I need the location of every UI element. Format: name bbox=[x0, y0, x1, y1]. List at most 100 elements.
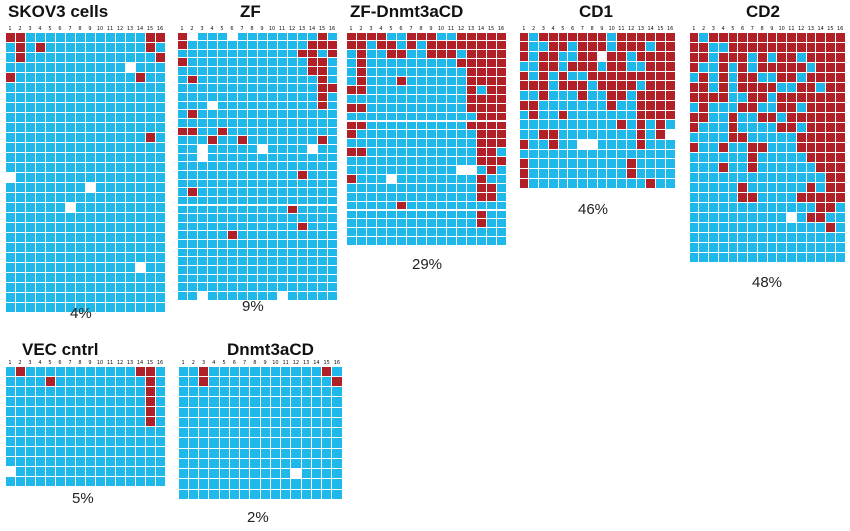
unmethylated-cpg-cell bbox=[177, 205, 187, 214]
unmethylated-cpg-cell bbox=[25, 112, 35, 122]
unmethylated-cpg-cell bbox=[55, 406, 65, 416]
unmethylated-cpg-cell bbox=[436, 174, 446, 183]
unmethylated-cpg-cell bbox=[75, 436, 85, 446]
methylated-cpg-cell bbox=[826, 152, 835, 162]
unmethylated-cpg-cell bbox=[277, 75, 287, 84]
methylated-cpg-cell bbox=[617, 61, 626, 71]
unmethylated-cpg-cell bbox=[548, 71, 558, 81]
unmethylated-cpg-cell bbox=[787, 132, 796, 142]
unmethylated-cpg-cell bbox=[297, 41, 307, 49]
unmethylated-cpg-cell bbox=[15, 182, 25, 192]
methylated-cpg-cell bbox=[307, 41, 317, 49]
unmethylated-cpg-cell bbox=[65, 162, 75, 172]
methylated-cpg-cell bbox=[578, 81, 587, 90]
unmethylated-cpg-cell bbox=[55, 456, 65, 466]
unmethylated-cpg-cell bbox=[65, 122, 75, 132]
unmethylated-cpg-cell bbox=[15, 72, 25, 82]
unmethylated-cpg-cell bbox=[291, 438, 301, 448]
unmethylated-cpg-cell bbox=[456, 50, 466, 59]
unmethylated-cpg-cell bbox=[297, 240, 307, 248]
unmethylated-cpg-cell bbox=[227, 84, 237, 93]
unmethylated-cpg-cell bbox=[227, 240, 237, 248]
methylated-cpg-cell bbox=[826, 102, 835, 112]
methylated-cpg-cell bbox=[539, 61, 548, 71]
unmethylated-cpg-cell bbox=[145, 92, 155, 102]
unmethylated-cpg-cell bbox=[187, 266, 197, 274]
unmethylated-cpg-cell bbox=[386, 219, 396, 228]
unmethylated-cpg-cell bbox=[835, 202, 845, 212]
unmethylated-cpg-cell bbox=[356, 219, 366, 228]
unmethylated-cpg-cell bbox=[568, 71, 577, 81]
methylated-cpg-cell bbox=[826, 182, 835, 192]
unmethylated-cpg-cell bbox=[209, 387, 219, 397]
missing-cpg-cell bbox=[227, 32, 237, 41]
unmethylated-cpg-cell bbox=[247, 93, 257, 101]
unmethylated-cpg-cell bbox=[95, 192, 105, 202]
unmethylated-cpg-cell bbox=[416, 174, 426, 183]
unmethylated-cpg-cell bbox=[247, 292, 257, 300]
unmethylated-cpg-cell bbox=[787, 252, 796, 262]
methylated-cpg-cell bbox=[787, 102, 796, 112]
methylated-cpg-cell bbox=[806, 112, 816, 122]
unmethylated-cpg-cell bbox=[95, 272, 105, 282]
unmethylated-cpg-cell bbox=[709, 242, 718, 252]
unmethylated-cpg-cell bbox=[197, 110, 207, 118]
methylated-cpg-cell bbox=[757, 92, 767, 102]
unmethylated-cpg-cell bbox=[35, 386, 45, 396]
column-number: 15 bbox=[657, 26, 664, 32]
unmethylated-cpg-cell bbox=[519, 149, 529, 159]
unmethylated-cpg-cell bbox=[250, 387, 260, 397]
unmethylated-cpg-cell bbox=[155, 102, 165, 112]
unmethylated-cpg-cell bbox=[568, 42, 577, 51]
unmethylated-cpg-cell bbox=[115, 456, 125, 466]
unmethylated-cpg-cell bbox=[406, 59, 416, 68]
unmethylated-cpg-cell bbox=[115, 292, 125, 302]
unmethylated-cpg-cell bbox=[311, 489, 321, 499]
unmethylated-cpg-cell bbox=[376, 121, 386, 130]
unmethylated-cpg-cell bbox=[277, 101, 287, 110]
unmethylated-cpg-cell bbox=[270, 489, 280, 499]
unmethylated-cpg-cell bbox=[617, 169, 626, 178]
unmethylated-cpg-cell bbox=[35, 202, 45, 212]
unmethylated-cpg-cell bbox=[406, 85, 416, 94]
unmethylated-cpg-cell bbox=[55, 242, 65, 252]
unmethylated-cpg-cell bbox=[5, 52, 15, 62]
column-number: 10 bbox=[96, 26, 104, 32]
unmethylated-cpg-cell bbox=[125, 456, 135, 466]
methylated-cpg-cell bbox=[466, 50, 476, 59]
unmethylated-cpg-cell bbox=[267, 32, 277, 41]
unmethylated-cpg-cell bbox=[291, 458, 301, 468]
methylated-cpg-cell bbox=[519, 139, 529, 149]
unmethylated-cpg-cell bbox=[396, 59, 406, 68]
unmethylated-cpg-cell bbox=[65, 222, 75, 232]
unmethylated-cpg-cell bbox=[307, 274, 317, 283]
unmethylated-cpg-cell bbox=[307, 240, 317, 248]
column-number: 5 bbox=[731, 26, 735, 32]
column-number: 12 bbox=[457, 26, 465, 32]
methylated-cpg-cell bbox=[476, 68, 486, 76]
column-number: 13 bbox=[807, 26, 815, 32]
methylated-cpg-cell bbox=[689, 142, 699, 152]
unmethylated-cpg-cell bbox=[699, 142, 708, 152]
unmethylated-cpg-cell bbox=[267, 136, 277, 144]
unmethylated-cpg-cell bbox=[187, 196, 197, 205]
unmethylated-cpg-cell bbox=[177, 196, 187, 205]
unmethylated-cpg-cell bbox=[332, 387, 342, 397]
unmethylated-cpg-cell bbox=[145, 72, 155, 82]
unmethylated-cpg-cell bbox=[75, 282, 85, 292]
unmethylated-cpg-cell bbox=[456, 68, 466, 76]
methylated-cpg-cell bbox=[539, 32, 548, 42]
unmethylated-cpg-cell bbox=[75, 72, 85, 82]
unmethylated-cpg-cell bbox=[307, 266, 317, 274]
unmethylated-cpg-cell bbox=[237, 93, 247, 101]
column-number: 10 bbox=[272, 360, 279, 366]
unmethylated-cpg-cell bbox=[277, 205, 287, 214]
unmethylated-cpg-cell bbox=[75, 386, 85, 396]
unmethylated-cpg-cell bbox=[386, 121, 396, 130]
unmethylated-cpg-cell bbox=[597, 61, 607, 71]
unmethylated-cpg-cell bbox=[135, 82, 145, 92]
unmethylated-cpg-cell bbox=[529, 130, 538, 139]
unmethylated-cpg-cell bbox=[178, 407, 188, 417]
unmethylated-cpg-cell bbox=[267, 93, 277, 101]
unmethylated-cpg-cell bbox=[177, 292, 187, 300]
